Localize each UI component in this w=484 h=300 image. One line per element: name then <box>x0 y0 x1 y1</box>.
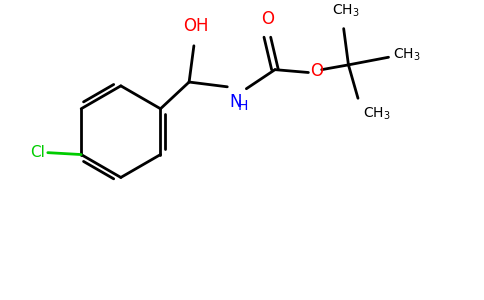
Text: OH: OH <box>183 17 209 35</box>
Text: N: N <box>229 92 242 110</box>
Text: O: O <box>261 10 274 28</box>
Text: CH$_3$: CH$_3$ <box>332 3 360 19</box>
Text: CH$_3$: CH$_3$ <box>363 106 391 122</box>
Text: O: O <box>310 61 323 80</box>
Text: Cl: Cl <box>30 145 45 160</box>
Text: H: H <box>238 99 248 113</box>
Text: CH$_3$: CH$_3$ <box>393 46 421 63</box>
